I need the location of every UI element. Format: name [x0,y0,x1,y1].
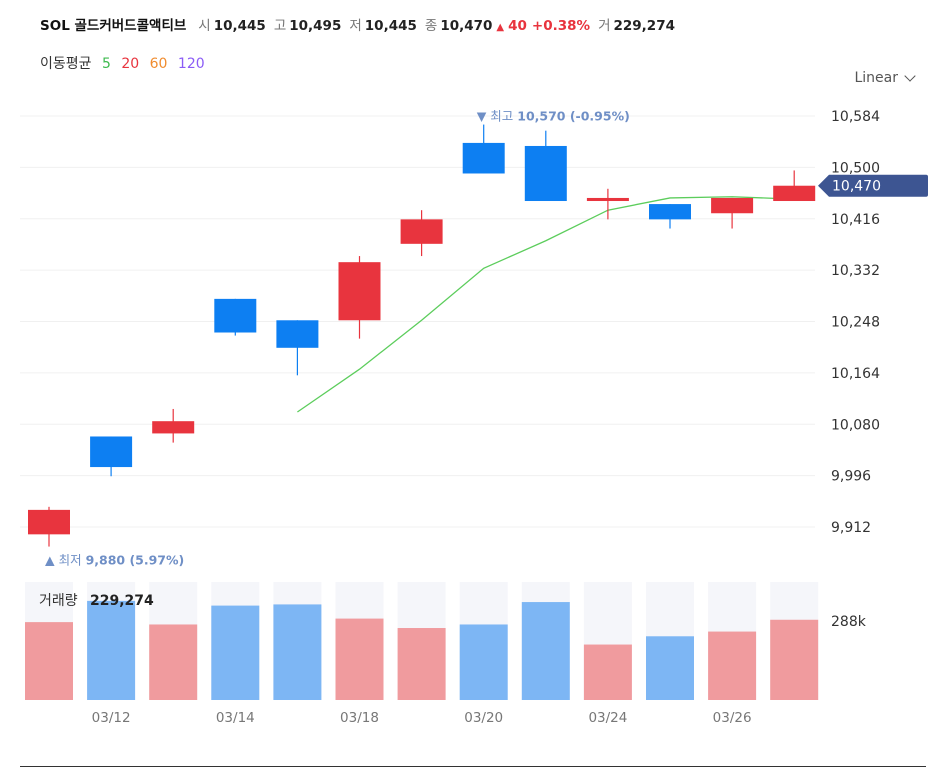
candle-body [524,145,567,202]
volume-bar [25,622,73,700]
last-price-label: 10,470 [832,179,881,195]
high-value: 10,495 [289,18,342,34]
y-tick-label: 9,996 [831,469,871,485]
volume-title: 거래량 [39,593,78,609]
volume-label: 거 [598,18,611,34]
open-label: 시 [198,18,211,34]
change-percent: +0.38% [531,18,591,34]
scale-label: Linear [854,70,898,86]
volume-bar [583,644,632,700]
low-annotation: ▲ 최저 9,880 (5.97%) [45,553,184,568]
volume-value: 229,274 [613,18,676,34]
volume-bar [459,624,508,700]
ma-period-20[interactable]: 20 [121,56,140,72]
volume-title-value: 229,274 [90,593,154,609]
y-tick-label: 10,500 [831,160,880,176]
volume-axis-label: 288k [831,614,867,630]
y-tick-label: 10,584 [831,109,880,125]
divider [20,766,926,767]
x-tick-label: 03/14 [216,710,255,726]
x-tick-label: 03/26 [713,710,752,726]
candle-body [711,197,754,214]
x-tick-label: 03/20 [464,710,503,726]
candle-body [214,298,257,333]
volume-bar [87,600,136,700]
volume-bar [397,628,446,700]
instrument-name: SOL 골드커버드콜액티브 [40,18,187,34]
up-triangle-icon: ▲ [496,22,505,33]
x-tick-label: 03/24 [588,710,627,726]
volume-bar [273,604,322,700]
volume-bar [521,602,570,700]
low-value: 10,445 [364,18,417,34]
change-value: 40 [508,18,527,34]
x-tick-label: 03/18 [340,710,379,726]
candle-body [400,219,443,244]
close-label: 종 [424,18,438,34]
candle-body [152,421,195,434]
y-tick-label: 10,248 [831,315,880,331]
quote-header: SOL 골드커버드콜액티브 시 10,445 고 10,495 저 10,445… [40,14,683,36]
high-label: 고 [273,18,287,34]
ma-period-120[interactable]: 120 [177,56,205,72]
volume-bar [335,618,384,700]
candle-body [462,142,505,174]
y-tick-label: 10,332 [831,263,880,279]
candle-body [773,185,816,202]
ma-period-60[interactable]: 60 [149,56,168,72]
volume-bar [770,619,819,700]
ma-label: 이동평균 [40,56,92,72]
open-value: 10,445 [213,18,266,34]
candle-body [649,204,691,220]
y-tick-label: 10,080 [831,417,880,433]
ma-period-5[interactable]: 5 [101,56,111,72]
candle-body [586,197,629,202]
volume-bar [646,636,694,700]
candle-body [28,509,70,535]
candle-body [276,320,319,348]
close-value: 10,470 [440,18,493,34]
candle-body [338,262,381,321]
x-tick-label: 03/12 [92,710,131,726]
y-tick-label: 10,164 [831,366,880,382]
volume-bar [708,631,757,700]
ma5-line [297,196,795,413]
volume-bar [211,605,260,700]
candle-body [90,436,133,468]
scale-dropdown[interactable]: Linear [854,70,916,86]
volume-bar [149,624,198,700]
y-tick-label: 9,912 [831,520,871,536]
y-tick-label: 10,416 [831,212,880,228]
last-price-tag [818,174,928,197]
moving-average-legend: 이동평균 5 20 60 120 [40,53,211,73]
low-label: 저 [349,18,362,34]
high-annotation: ▼ 최고 10,570 (-0.95%) [477,109,630,124]
